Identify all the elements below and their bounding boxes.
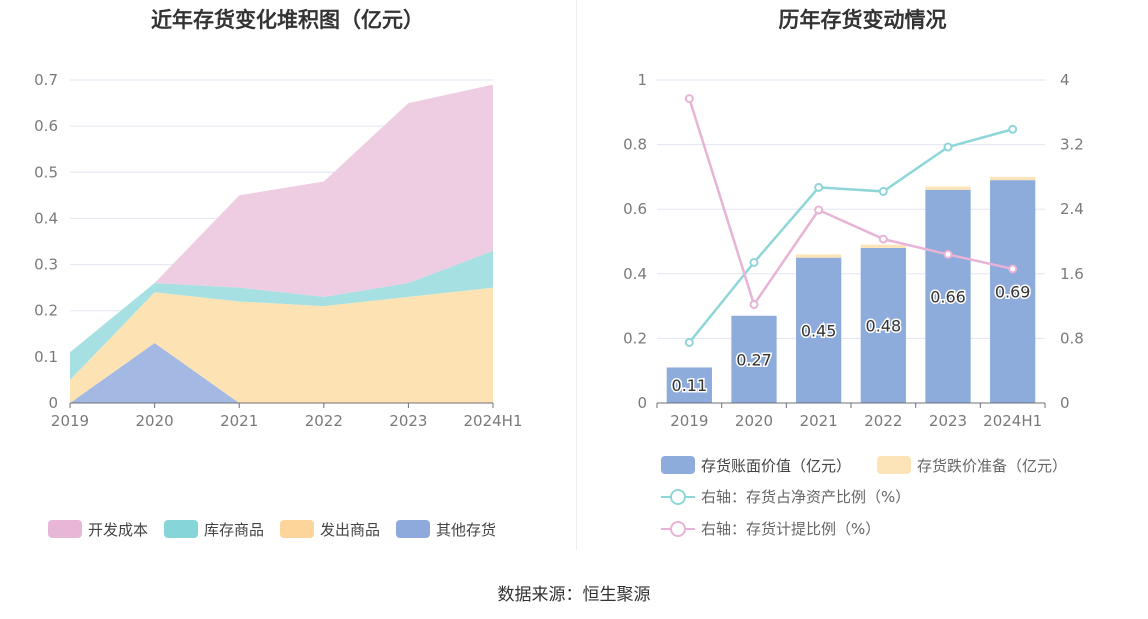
area-发出商品 [70, 287, 493, 403]
legend-swatch [280, 520, 314, 538]
x-tick-label: 2021 [220, 412, 258, 430]
bar-book-value [860, 247, 906, 403]
x-tick-label: 2022 [305, 412, 343, 430]
bar-book-value [666, 367, 712, 403]
y-left-tick-label: 0 [637, 394, 647, 412]
bar-impairment-reserve [796, 254, 842, 258]
line-point [878, 186, 888, 196]
line-point [684, 94, 694, 104]
legend-marker [670, 521, 686, 537]
bar-book-value [731, 315, 777, 403]
line-point [943, 249, 953, 259]
legend-label: 其他存货 [436, 521, 496, 539]
x-tick-label: 2024H1 [464, 412, 523, 430]
bar-book-value [925, 189, 971, 403]
line-point [749, 299, 759, 309]
bar-line-combo-chart: 0 0.2 0.4 0.6 0.8 1 0 0.8 1.6 2.4 3.2 4 2019 2020 2021… [623, 71, 1084, 538]
bar-impairment-reserve [860, 244, 906, 248]
legend-label: 右轴：存货计提比例（%） [701, 520, 880, 538]
area-其他存货 [70, 343, 493, 403]
legend-swatch [164, 520, 198, 538]
bar-data-label: 0.45 [801, 321, 837, 340]
line-point [684, 337, 694, 347]
legend-marker [670, 489, 686, 505]
y-right-tick-label: 1.6 [1060, 265, 1084, 283]
area-开发成本 [70, 84, 493, 353]
x-tick-label: 2022 [864, 412, 902, 430]
line-point [814, 205, 824, 215]
left-chart-panel: 近年存货变化堆积图（亿元） 0 0.1 0.2 0.3 0.4 0.5 0.6 0.7 2019… [0, 0, 575, 560]
line-point [1008, 264, 1018, 274]
x-tick-label: 2024H1 [983, 412, 1042, 430]
bar-data-label: 0.27 [736, 350, 772, 369]
y-left-tick-label: 1 [637, 71, 647, 89]
legend-label: 发出商品 [320, 521, 380, 539]
y-left-tick-label: 0.4 [623, 265, 647, 283]
y-tick-label: 0 [48, 394, 58, 412]
y-right-tick-label: 0.8 [1060, 329, 1084, 347]
x-tick-label: 2019 [51, 412, 89, 430]
legend-swatch [396, 520, 430, 538]
bar-impairment-reserve [925, 186, 971, 190]
bar-data-label: 0.11 [672, 376, 708, 395]
line-point [943, 142, 953, 152]
bar-book-value [990, 180, 1036, 403]
panel-divider [576, 0, 577, 550]
x-tick-label: 2023 [389, 412, 427, 430]
y-right-tick-label: 4 [1060, 71, 1070, 89]
line-右轴：存货占净资产比例（%） [688, 128, 1013, 344]
y-right-tick-label: 3.2 [1060, 136, 1084, 154]
legend-swatch [661, 456, 695, 474]
y-left-tick-label: 0.8 [623, 136, 647, 154]
right-chart-panel: 历年存货变动情况 0 0.2 0.4 0.6 0.8 1 0 0.8 1.6 2.4 3.2 4 201… [577, 0, 1148, 560]
bar-book-value [796, 257, 842, 403]
right-chart-title: 历年存货变动情况 [778, 8, 947, 32]
line-point [878, 234, 888, 244]
left-chart-title: 近年存货变化堆积图（亿元） [151, 8, 424, 32]
legend-swatch [48, 520, 82, 538]
legend-swatch [877, 456, 911, 474]
line-右轴：存货计提比例（%） [688, 98, 1013, 308]
y-tick-label: 0.4 [34, 209, 58, 227]
legend-label: 存货跌价准备（亿元） [917, 457, 1067, 475]
x-tick-label: 2023 [929, 412, 967, 430]
y-tick-label: 0.6 [34, 117, 58, 135]
bar-data-label: 0.66 [930, 287, 966, 306]
y-tick-label: 0.3 [34, 256, 58, 274]
y-left-tick-label: 0.6 [623, 200, 647, 218]
line-point [1008, 124, 1018, 134]
x-tick-label: 2020 [735, 412, 773, 430]
y-right-tick-label: 0 [1060, 394, 1070, 412]
x-tick-label: 2021 [800, 412, 838, 430]
legend-label: 开发成本 [88, 521, 148, 539]
legend-label: 存货账面价值（亿元） [701, 457, 851, 475]
bar-data-label: 0.69 [995, 283, 1031, 302]
x-tick-label: 2019 [670, 412, 708, 430]
y-tick-label: 0.2 [34, 302, 58, 320]
legend-label: 库存商品 [204, 521, 264, 539]
data-source-note: 数据来源：恒生聚源 [497, 585, 651, 605]
bar-data-label: 0.48 [866, 316, 902, 335]
line-point [814, 182, 824, 192]
line-point [749, 257, 759, 267]
legend-label: 右轴：存货占净资产比例（%） [701, 488, 910, 506]
stacked-area-chart: 0 0.1 0.2 0.3 0.4 0.5 0.6 0.7 2019 2020 2021 2022 20… [34, 71, 523, 539]
y-right-tick-label: 2.4 [1060, 200, 1084, 218]
y-tick-label: 0.5 [34, 163, 58, 181]
y-tick-label: 0.7 [34, 71, 58, 89]
y-tick-label: 0.1 [34, 348, 58, 366]
y-left-tick-label: 0.2 [623, 329, 647, 347]
x-tick-label: 2020 [136, 412, 174, 430]
bar-impairment-reserve [990, 176, 1036, 181]
